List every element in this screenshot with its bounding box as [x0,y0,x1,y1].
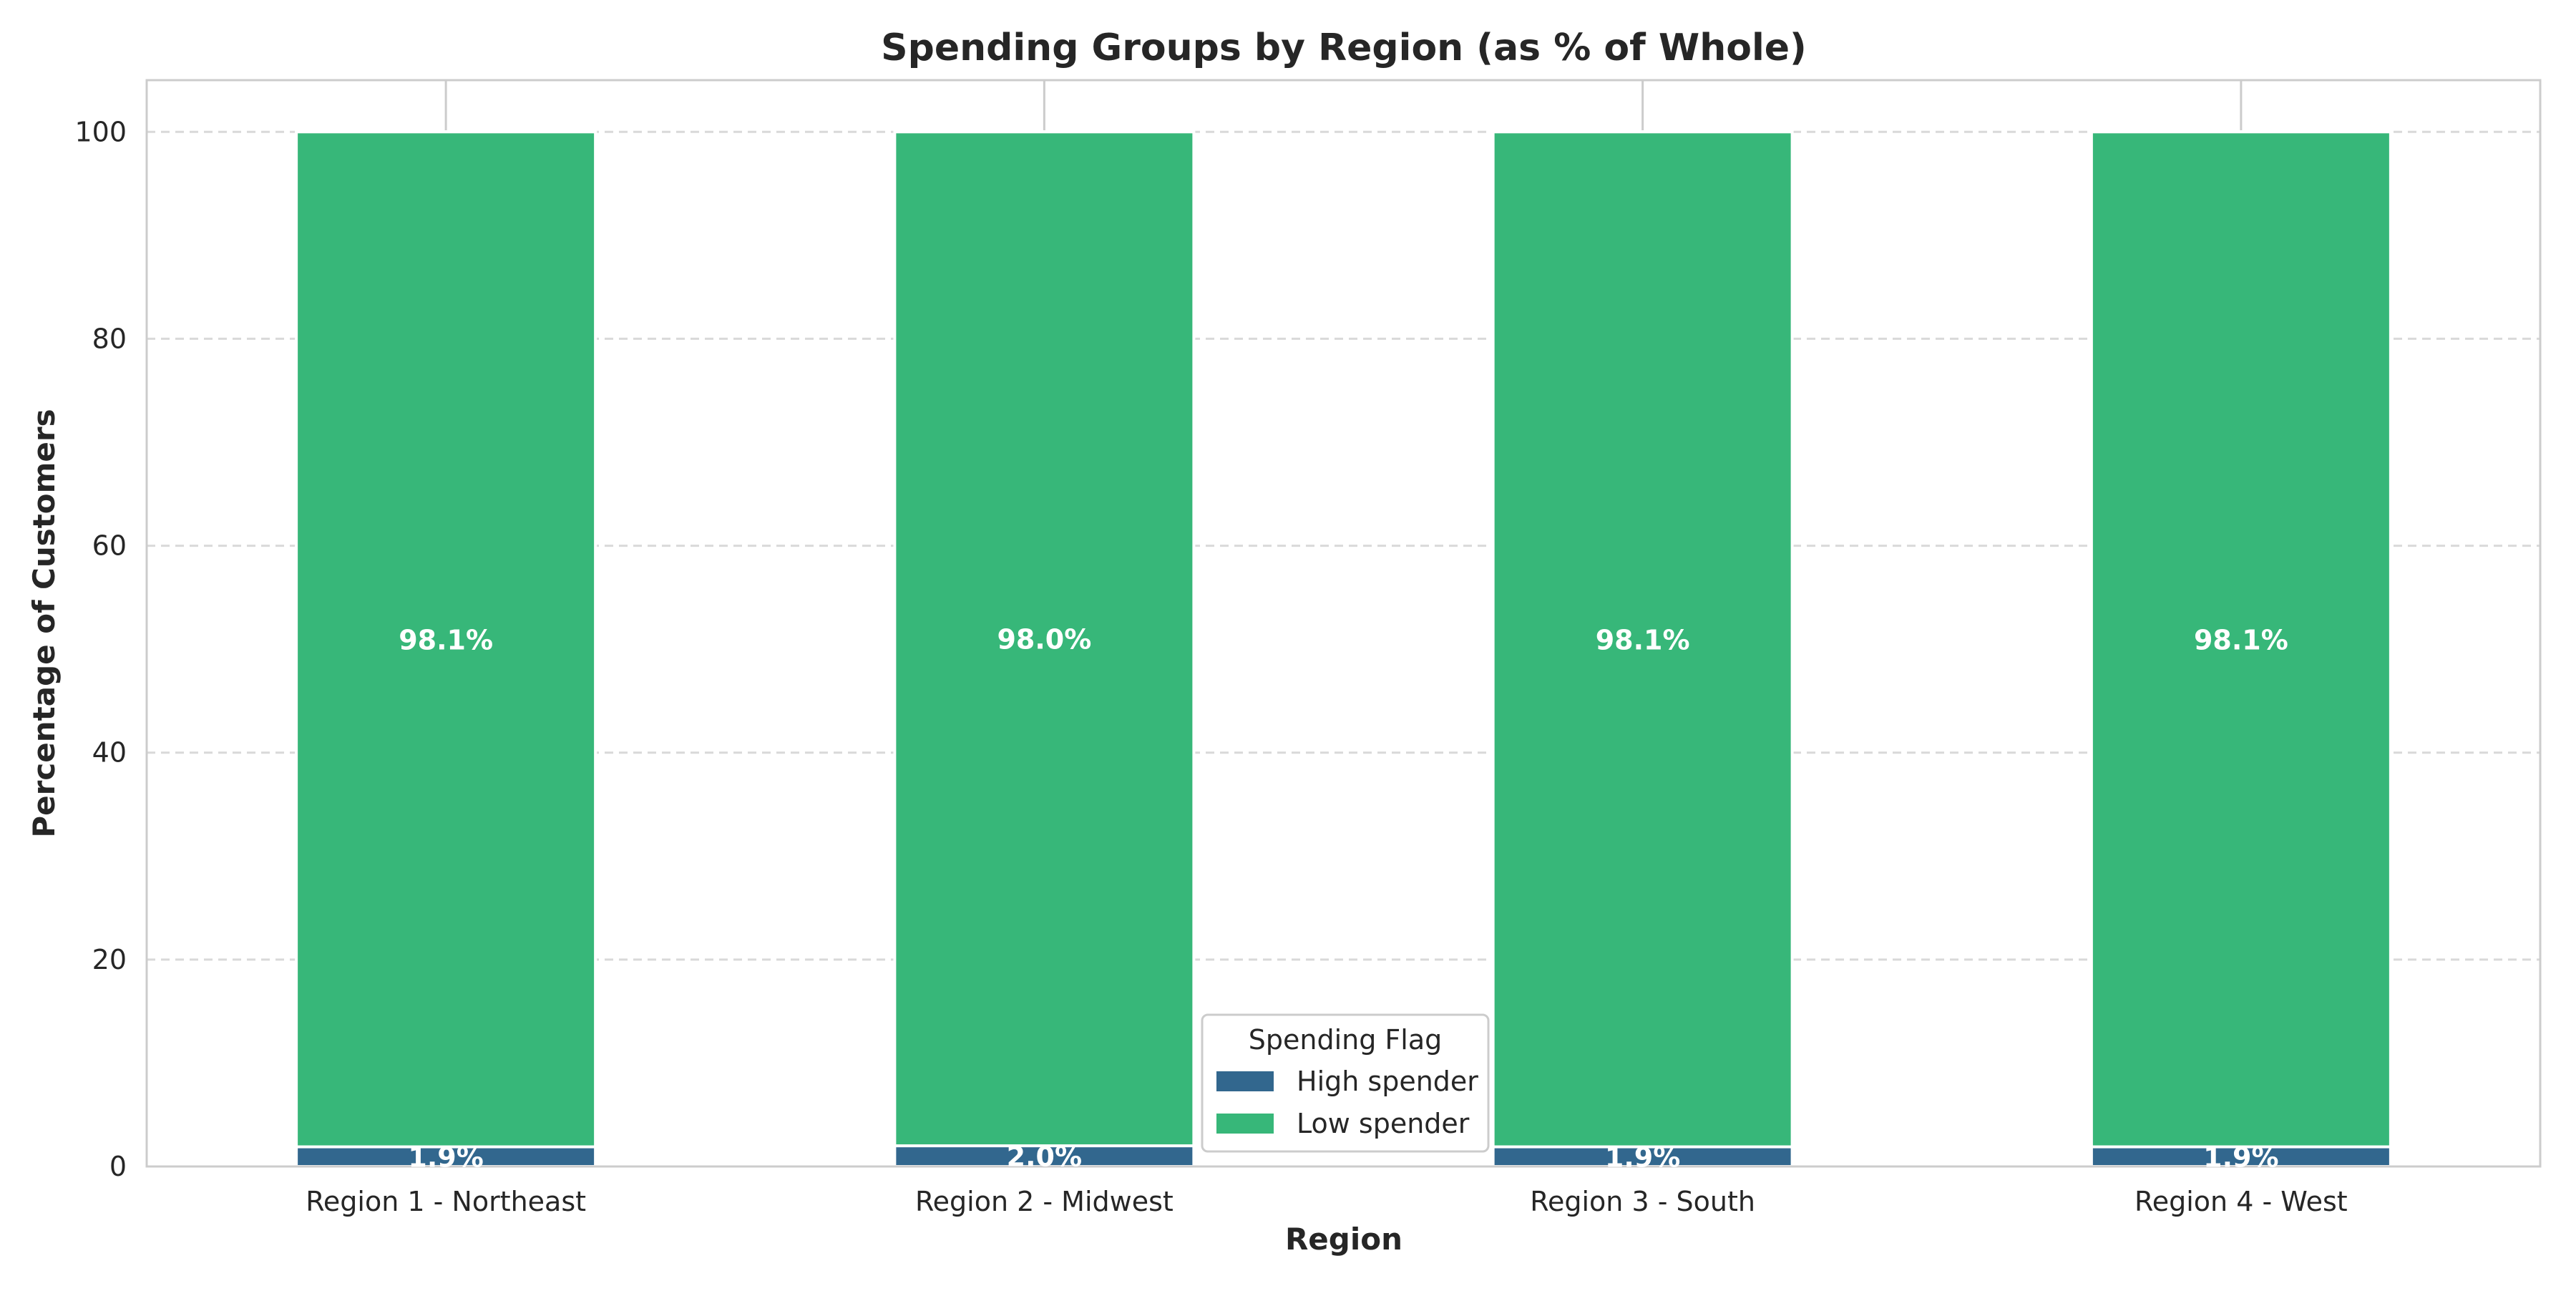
bar-low-spender [2089,130,2392,1149]
bar-value-label: 1.9% [408,1141,483,1173]
legend-label-low-spender: Low spender [1297,1108,1470,1139]
bar-value-label: 2.0% [1007,1141,1082,1173]
bar-value-label: 1.9% [1605,1141,1680,1173]
x-tick-label: Region 1 - Northeast [306,1186,586,1217]
bar-value-label: 1.9% [2203,1141,2278,1173]
bar-value-labels: 1.9% 98.1% 2.0% 98.0% 1.9% 98.1% 1.9% 98.1% [399,624,2288,1174]
bars [295,130,2392,1168]
x-axis-label: Region [1285,1222,1402,1257]
legend-swatch-low-spender [1216,1114,1274,1134]
x-tick-label: Region 3 - South [1530,1186,1755,1217]
y-tick-label: 20 [92,944,127,975]
bar-value-label: 98.0% [997,624,1091,656]
bar-low-spender [1491,130,1794,1149]
legend-label-high-spender: High spender [1297,1066,1478,1097]
legend-swatch-high-spender [1216,1071,1274,1091]
y-tick-label: 40 [92,737,127,769]
bar-low-spender [295,130,597,1149]
plot-frame [145,79,2542,1168]
bar-value-label: 98.1% [2194,624,2288,656]
x-tick-label: Region 2 - Midwest [915,1186,1174,1217]
bar-value-label: 98.1% [1596,624,1690,656]
x-tick-label: Region 4 - West [2135,1186,2348,1217]
chart-title: Spending Groups by Region (as % of Whole… [881,26,1807,69]
legend: Spending Flag High spender Low spender [1201,1013,1490,1153]
bar-value-label: 98.1% [399,624,493,656]
legend-title: Spending Flag [1249,1024,1443,1056]
y-tick-label: 60 [92,530,127,562]
y-tick-label: 0 [109,1151,127,1182]
y-tick-label: 100 [74,116,127,147]
y-axis-label: Percentage of Customers [26,409,62,837]
axis-ticks: 0 20 40 60 80 100 Region 1 - Northeast Region 2… [74,80,2348,1217]
bar-low-spender [893,130,1196,1148]
y-tick-label: 80 [92,323,127,354]
